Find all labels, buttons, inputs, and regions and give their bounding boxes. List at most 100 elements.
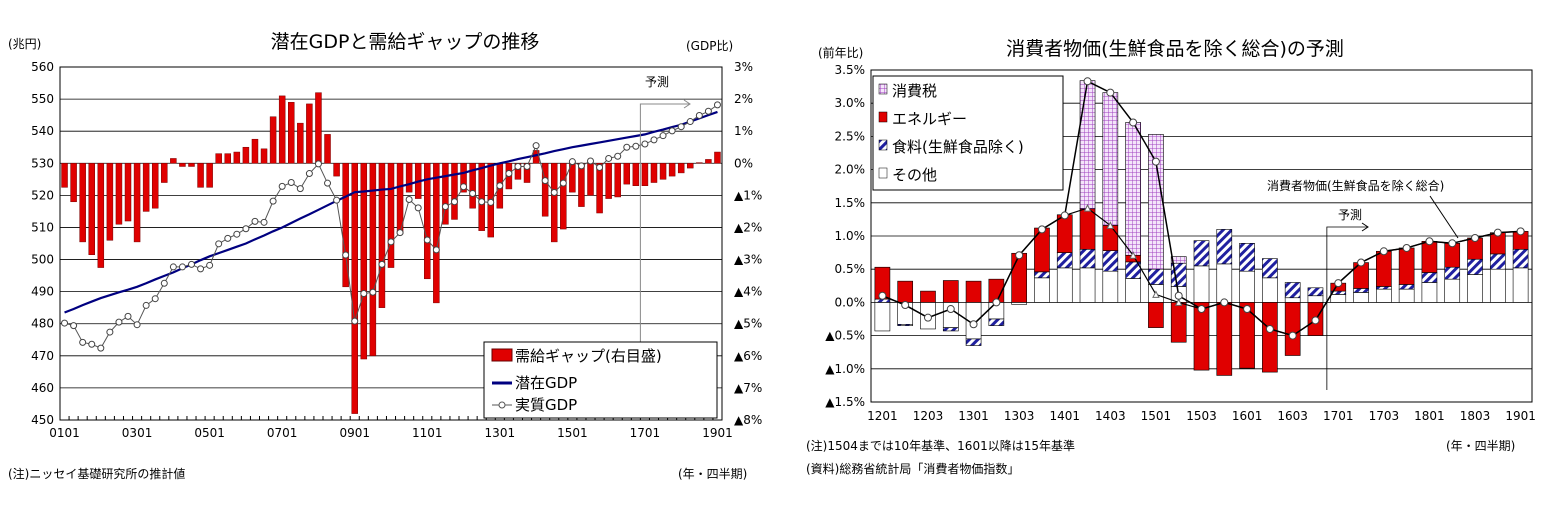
left-y-tick-label: 480 xyxy=(31,317,54,331)
cpi-point xyxy=(1448,239,1457,248)
potential-gdp-line xyxy=(64,110,718,314)
gap-bar xyxy=(151,163,159,209)
real-gdp-point xyxy=(432,246,440,254)
forecast-arrow-icon xyxy=(683,99,691,109)
energy-bar xyxy=(1011,252,1027,303)
gap-bar xyxy=(632,163,640,186)
x-tick-label: 1803 xyxy=(1460,409,1491,423)
energy-bar xyxy=(1376,250,1392,287)
gap-bar xyxy=(278,95,286,164)
food-bar xyxy=(1239,243,1255,272)
gap-bar xyxy=(433,163,440,304)
other-bar xyxy=(874,302,891,332)
real-gdp-point xyxy=(641,140,649,148)
cpi-point xyxy=(1402,243,1411,252)
right-chart-note: (注)1504までは10年基準、1601以降は15年基準 xyxy=(806,438,1075,453)
real-gdp-point xyxy=(296,185,304,193)
gap-bar xyxy=(605,163,612,199)
right-y-tick-label: 2% xyxy=(734,92,753,106)
energy-bar xyxy=(965,280,982,303)
annotation-arrow xyxy=(1429,195,1459,239)
real-gdp-point xyxy=(478,198,486,206)
food-bar xyxy=(1353,288,1369,293)
gap-bar xyxy=(215,153,222,164)
cpi-point xyxy=(1060,211,1069,220)
gap-bar xyxy=(587,163,594,196)
gap-bar xyxy=(478,163,485,231)
left-y-tick-label: 450 xyxy=(31,413,54,427)
cpi-point xyxy=(969,320,978,329)
cpi-point xyxy=(1357,258,1366,267)
left-chart-note: (注)ニッセイ基礎研究所の推計値 xyxy=(8,466,185,481)
gap-bar xyxy=(650,163,658,183)
forecast-line xyxy=(1326,226,1368,390)
real-gdp-point xyxy=(206,261,214,269)
real-gdp-point xyxy=(169,263,177,271)
cpi-point xyxy=(1265,324,1274,333)
food-bar xyxy=(988,318,1005,326)
real-gdp-point xyxy=(650,136,658,144)
gap-bar xyxy=(469,163,476,209)
gap-bar xyxy=(242,146,250,164)
gap-bar xyxy=(61,163,68,188)
food-bar xyxy=(1376,286,1392,290)
gap-bar xyxy=(269,116,277,164)
cpi-point xyxy=(1151,157,1160,166)
y-tick-label: 1.0% xyxy=(835,229,866,243)
real-gdp-point xyxy=(70,322,78,330)
other-bar xyxy=(1034,277,1050,303)
gap-bar xyxy=(324,134,331,164)
other-bar xyxy=(1467,274,1483,303)
cpi-point xyxy=(1379,247,1388,256)
food-bar xyxy=(1398,284,1415,290)
x-tick-label: 1901 xyxy=(1505,409,1536,423)
x-tick-label: 0301 xyxy=(122,426,153,440)
real-gdp-point xyxy=(151,295,159,303)
y-tick-label: 3.5% xyxy=(835,63,866,77)
x-tick-label: 1801 xyxy=(1414,409,1445,423)
legend-food: 食料(生鮮食品除く) xyxy=(892,138,1024,156)
gap-bar xyxy=(179,163,186,167)
energy-bar xyxy=(1398,247,1415,285)
x-tick-label: 0901 xyxy=(339,426,370,440)
cpi-point xyxy=(1037,225,1046,234)
tax-bar xyxy=(1102,92,1119,226)
x-tick-label: 1703 xyxy=(1369,409,1400,423)
cpi-point xyxy=(1083,77,1092,86)
gap-bar xyxy=(378,163,386,308)
real-gdp-point xyxy=(487,198,495,206)
right-chart-source: (資料)総務省統計局「消費者物価指数」 xyxy=(806,461,1019,476)
x-tick-label: 1501 xyxy=(557,426,588,440)
energy-bar xyxy=(1193,302,1210,371)
gap-bar xyxy=(288,102,295,164)
cpi-ex-tax-point xyxy=(1083,203,1092,212)
food-bar xyxy=(897,324,914,326)
food-bar xyxy=(1262,258,1278,279)
real-gdp-point xyxy=(713,101,721,109)
legend-gap: 需給ギャップ(右目盛) xyxy=(515,347,662,365)
real-gdp-point xyxy=(314,160,322,168)
food-bar xyxy=(1421,272,1438,283)
real-gdp-point xyxy=(178,263,186,271)
cpi-point xyxy=(1471,233,1480,242)
y-tick-label: ▲0.5% xyxy=(825,329,865,343)
x-tick-label: 1701 xyxy=(630,426,661,440)
real-gdp-point xyxy=(450,198,458,206)
gap-bar xyxy=(696,162,703,164)
other-bar xyxy=(1489,268,1506,303)
right-y-tick-label: ▲8% xyxy=(734,413,762,427)
cpi-point xyxy=(1334,279,1343,288)
gap-bar xyxy=(714,151,721,164)
cpi-point xyxy=(1493,228,1502,237)
real-gdp-point xyxy=(387,238,395,246)
right-y-tick-label: 3% xyxy=(734,60,753,74)
gap-bar xyxy=(142,163,150,212)
real-gdp-point xyxy=(505,170,513,178)
real-gdp-point xyxy=(577,162,585,170)
gap-bar xyxy=(79,163,86,243)
other-bar xyxy=(1353,292,1369,303)
y-tick-label: 0.0% xyxy=(835,295,866,309)
tax-bar xyxy=(1170,256,1187,264)
real-gdp-point xyxy=(278,182,286,190)
real-gdp-point xyxy=(305,170,313,178)
